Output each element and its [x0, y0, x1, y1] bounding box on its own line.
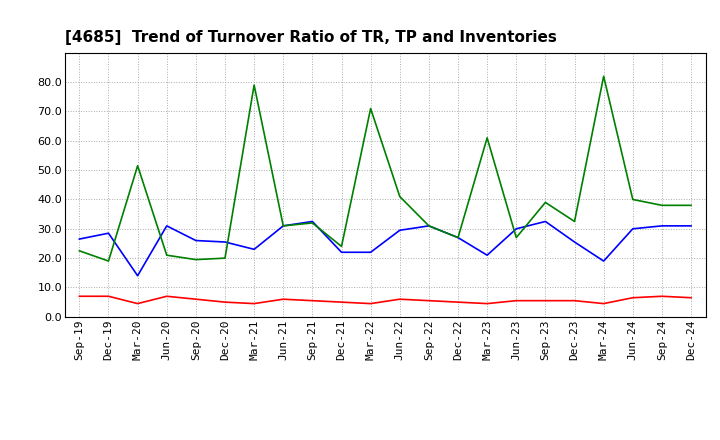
Trade Receivables [687, 295, 696, 301]
Inventories [512, 235, 521, 240]
Trade Payables [454, 235, 462, 240]
Inventories [75, 248, 84, 253]
Trade Receivables [454, 300, 462, 305]
Trade Receivables [75, 293, 84, 299]
Trade Payables [512, 226, 521, 231]
Trade Payables [133, 273, 142, 279]
Trade Receivables [657, 293, 666, 299]
Inventories [570, 219, 579, 224]
Trade Receivables [570, 298, 579, 303]
Trade Receivables [366, 301, 375, 306]
Inventories [250, 82, 258, 88]
Line: Trade Payables: Trade Payables [79, 221, 691, 276]
Trade Receivables [337, 300, 346, 305]
Line: Trade Receivables: Trade Receivables [79, 296, 691, 304]
Trade Payables [425, 223, 433, 228]
Trade Payables [366, 249, 375, 255]
Trade Receivables [279, 297, 287, 302]
Trade Receivables [512, 298, 521, 303]
Trade Receivables [163, 293, 171, 299]
Inventories [483, 135, 492, 140]
Trade Payables [483, 253, 492, 258]
Trade Payables [192, 238, 200, 243]
Line: Inventories: Inventories [79, 76, 691, 261]
Trade Payables [308, 219, 317, 224]
Trade Payables [250, 247, 258, 252]
Inventories [425, 223, 433, 228]
Trade Receivables [220, 300, 229, 305]
Trade Payables [541, 219, 550, 224]
Inventories [308, 220, 317, 226]
Trade Payables [337, 249, 346, 255]
Inventories [687, 203, 696, 208]
Trade Payables [75, 236, 84, 242]
Trade Receivables [133, 301, 142, 306]
Trade Receivables [104, 293, 113, 299]
Inventories [454, 235, 462, 240]
Trade Payables [104, 231, 113, 236]
Inventories [220, 256, 229, 261]
Inventories [541, 200, 550, 205]
Trade Payables [657, 223, 666, 228]
Inventories [337, 244, 346, 249]
Trade Receivables [395, 297, 404, 302]
Inventories [192, 257, 200, 262]
Inventories [599, 73, 608, 79]
Trade Payables [599, 258, 608, 264]
Inventories [133, 163, 142, 169]
Trade Receivables [192, 297, 200, 302]
Trade Payables [395, 227, 404, 233]
Trade Payables [687, 223, 696, 228]
Inventories [163, 253, 171, 258]
Trade Payables [279, 223, 287, 228]
Trade Receivables [425, 298, 433, 303]
Inventories [657, 203, 666, 208]
Trade Receivables [599, 301, 608, 306]
Inventories [366, 106, 375, 111]
Trade Payables [629, 226, 637, 231]
Trade Receivables [250, 301, 258, 306]
Inventories [395, 194, 404, 199]
Inventories [279, 223, 287, 228]
Text: [4685]  Trend of Turnover Ratio of TR, TP and Inventories: [4685] Trend of Turnover Ratio of TR, TP… [65, 29, 557, 45]
Inventories [104, 258, 113, 264]
Trade Receivables [308, 298, 317, 303]
Trade Payables [220, 239, 229, 245]
Trade Receivables [541, 298, 550, 303]
Trade Receivables [629, 295, 637, 301]
Trade Payables [163, 223, 171, 228]
Trade Payables [570, 239, 579, 245]
Trade Receivables [483, 301, 492, 306]
Inventories [629, 197, 637, 202]
